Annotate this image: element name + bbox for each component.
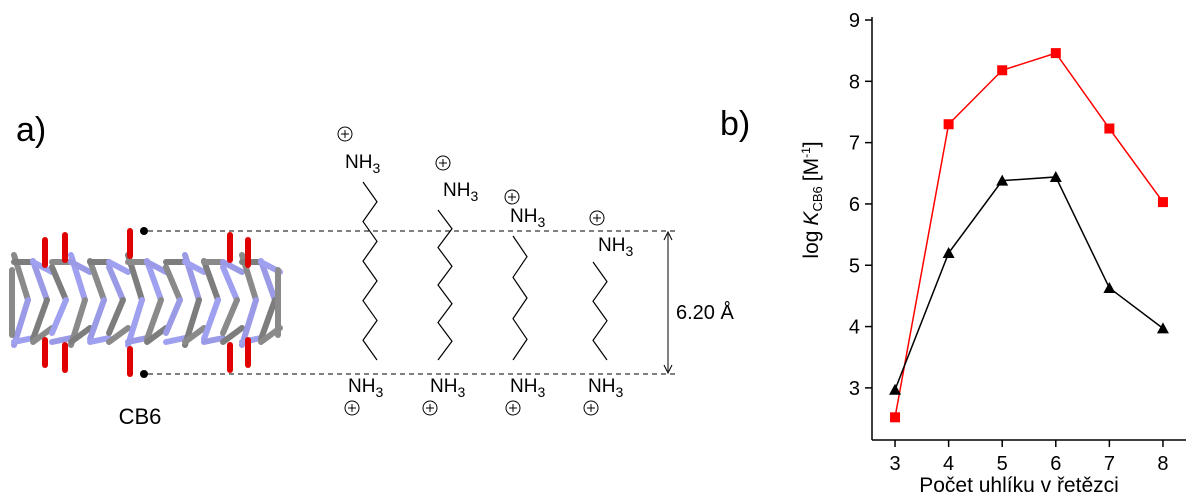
marker-triangle: [943, 247, 955, 258]
bond: [223, 300, 237, 333]
amine-subscript: 3: [375, 384, 383, 400]
bond: [223, 267, 237, 300]
x-tick-label: 7: [1104, 453, 1115, 475]
charge-plus: [341, 130, 349, 138]
y-tick-label: 7: [849, 133, 860, 155]
amine-label: NH3: [588, 376, 623, 400]
bond: [109, 300, 123, 333]
y-tick-label: 4: [849, 317, 860, 339]
bond: [109, 267, 123, 300]
marker-square: [944, 119, 954, 129]
charge-plus: [348, 404, 356, 412]
y-label-part: log: [800, 231, 823, 259]
amine-label: NH3: [348, 376, 383, 400]
amine-label: NH3: [345, 152, 380, 176]
x-tick-label: 3: [889, 453, 900, 475]
charge-plus: [426, 404, 434, 412]
alkyl-chain: [438, 210, 452, 360]
marker-triangle: [1050, 171, 1062, 182]
amine-label: NH3: [443, 180, 478, 204]
y-tick-label: 9: [849, 10, 860, 32]
amine-text: NH: [510, 206, 537, 227]
bond: [166, 267, 180, 300]
y-label-part: CB6: [810, 186, 825, 211]
bond: [52, 300, 66, 333]
amine-subscript: 3: [470, 188, 478, 204]
x-tick-label: 8: [1157, 453, 1168, 475]
marker-triangle: [1103, 282, 1115, 293]
distance-label: 6.20 Å: [676, 301, 734, 324]
charge-plus: [508, 193, 516, 201]
amine-label: NH3: [598, 235, 633, 259]
amine-subscript: 3: [625, 243, 633, 259]
x-tick-label: 5: [997, 453, 1008, 475]
charge-plus: [587, 404, 595, 412]
amine-label: NH3: [510, 376, 545, 400]
charge-plus: [509, 404, 517, 412]
atom-dot: [140, 370, 148, 378]
bond: [52, 267, 66, 300]
y-label-part: [M: [800, 158, 823, 181]
y-label-part: -1: [799, 147, 813, 158]
bond: [204, 300, 218, 339]
marker-square: [997, 65, 1007, 75]
marker-square: [1158, 197, 1168, 207]
marker-triangle: [889, 384, 901, 395]
amine-text: NH: [443, 180, 470, 201]
amine-text: NH: [345, 152, 372, 173]
alkyl-chain: [593, 262, 607, 360]
panel-label: a): [16, 111, 46, 149]
amine-subscript: 3: [537, 214, 545, 230]
y-label-part: K: [800, 211, 823, 226]
molecule-label: CB6: [119, 404, 162, 429]
y-tick-label: 3: [849, 378, 860, 400]
bond: [90, 300, 104, 339]
bond: [166, 300, 180, 333]
x-axis-label: Počet uhlíku v řetězci: [919, 474, 1119, 497]
charge-plus: [593, 214, 601, 222]
charge-plus: [439, 159, 447, 167]
series-line: [895, 177, 1163, 390]
amine-subscript: 3: [372, 160, 380, 176]
amine-text: NH: [598, 235, 625, 256]
amine-subscript: 3: [537, 384, 545, 400]
cb6-molecule: [12, 231, 280, 374]
x-tick-label: 6: [1050, 453, 1061, 475]
x-tick-label: 4: [943, 453, 954, 475]
amine-subscript: 3: [615, 384, 623, 400]
atom-dot: [140, 227, 148, 235]
y-tick-label: 8: [849, 71, 860, 93]
series-line: [895, 53, 1163, 417]
figure: a) CB6 6.20 Å NH3NH3NH3NH3NH3NH3NH3NH3 b…: [0, 0, 1187, 499]
y-axis-label: log KCB6 [M-1]: [799, 141, 825, 258]
y-label-part: ]: [800, 141, 823, 147]
amine-subscript: 3: [457, 384, 465, 400]
alkyl-chain: [363, 182, 377, 360]
chart: b) 3 4 5 6 7 8 9 3 4 5 6 7 8 Počet uhlíku v řetězci log…: [720, 10, 1186, 497]
alkyl-chain: [513, 236, 527, 360]
marker-square: [890, 412, 900, 422]
amine-label: NH3: [510, 206, 545, 230]
marker-triangle: [1157, 322, 1169, 333]
panel-label: b): [720, 105, 750, 143]
amine-text: NH: [348, 376, 375, 397]
y-tick-label: 6: [849, 194, 860, 216]
amine-label: NH3: [430, 376, 465, 400]
amine-text: NH: [588, 376, 615, 397]
marker-square: [1051, 48, 1061, 58]
bond: [90, 261, 104, 300]
bond: [204, 261, 218, 300]
amine-text: NH: [430, 376, 457, 397]
marker-square: [1104, 124, 1114, 134]
y-tick-label: 5: [849, 255, 860, 277]
amine-text: NH: [510, 376, 537, 397]
